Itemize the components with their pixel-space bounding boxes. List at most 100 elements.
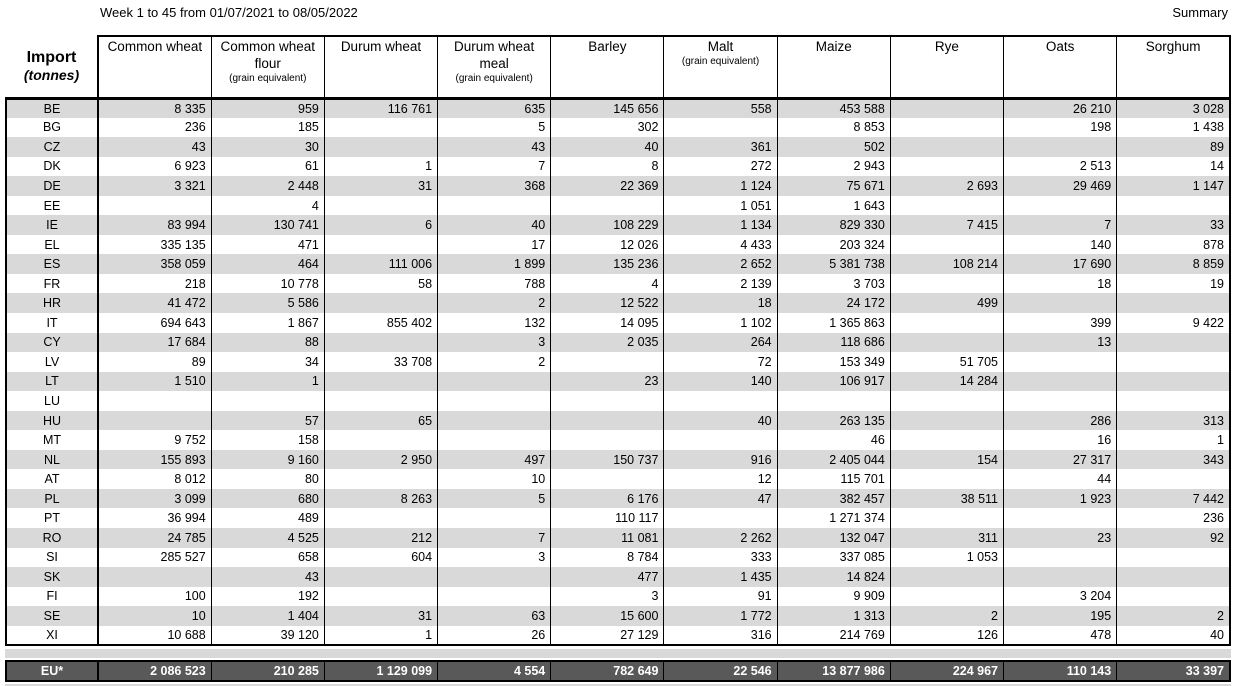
value-cell: 43 [97, 137, 212, 157]
table-row: DK 6 923 61 1 7 8 272 2 943 2 513 14 [5, 156, 1232, 177]
value-cell: 4 [550, 273, 665, 294]
value-cell: 92 [1116, 528, 1232, 548]
value-cell: 3 321 [97, 176, 212, 196]
value-cell: 31 [323, 606, 439, 626]
value-cell [1002, 567, 1118, 587]
value-cell: 80 [210, 469, 325, 489]
value-cell [323, 195, 439, 216]
value-cell [550, 352, 665, 372]
value-cell: 333 [663, 547, 778, 568]
value-cell [1002, 293, 1118, 314]
total-row-label: EU* [5, 660, 99, 683]
value-cell: 185 [210, 117, 325, 138]
value-cell [663, 391, 778, 411]
value-cell: 343 [1116, 449, 1232, 470]
value-cell: 83 994 [97, 215, 212, 235]
value-cell: 3 [550, 586, 665, 607]
value-cell: 8 [550, 156, 665, 177]
value-cell [889, 137, 1005, 157]
value-cell: 1 102 [663, 313, 778, 333]
table-row: XI 10 688 39 120 1 26 27 129 316 214 769 126 478 4… [5, 625, 1232, 647]
value-cell [663, 430, 778, 450]
value-cell [889, 430, 1005, 450]
value-cell: 118 686 [776, 332, 891, 353]
value-cell: 10 [437, 469, 552, 489]
value-cell: 4 [210, 195, 325, 216]
value-cell: 65 [323, 410, 439, 431]
value-cell [323, 293, 439, 314]
value-cell: 31 [323, 176, 439, 196]
value-cell: 1 899 [437, 254, 552, 274]
value-cell [1116, 391, 1232, 411]
value-cell [889, 332, 1005, 353]
value-cell [437, 567, 552, 587]
column-header: Oats [1002, 35, 1118, 100]
value-cell: 23 [550, 371, 665, 392]
table-row: NL 155 893 9 160 2 950 497 150 737 916 2 405 04… [5, 449, 1232, 470]
table-row: ES 358 059 464 111 006 1 899 135 236 2 652 5 38… [5, 254, 1232, 274]
value-cell: 9 752 [97, 430, 212, 450]
value-cell: 453 588 [776, 98, 891, 118]
corner-title: Import [26, 49, 77, 67]
value-cell: 878 [1116, 234, 1232, 255]
table-row: SE 10 1 404 31 63 15 600 1 772 1 313 2 195 2 [5, 606, 1232, 626]
column-header: Maize [776, 35, 891, 100]
value-cell: 11 081 [550, 528, 665, 548]
value-cell: 10 778 [210, 273, 325, 294]
value-cell: 47 [663, 488, 778, 509]
value-cell: 263 135 [776, 410, 891, 431]
value-cell: 2 950 [323, 449, 439, 470]
value-cell: 1 923 [1002, 488, 1118, 509]
column-header: Malt (grain equivalent) [663, 35, 778, 100]
row-label: LU [5, 391, 99, 411]
bottom-strip [5, 684, 1231, 686]
value-cell: 604 [323, 547, 439, 568]
value-cell: 36 994 [97, 508, 212, 529]
value-cell: 91 [663, 586, 778, 607]
row-label: CY [5, 332, 99, 353]
value-cell: 9 422 [1116, 313, 1232, 333]
value-cell: 2 513 [1002, 156, 1118, 177]
total-value-cell: 22 546 [663, 660, 778, 683]
value-cell [889, 391, 1005, 411]
value-cell [889, 508, 1005, 529]
column-header: Durum wheat [323, 35, 439, 100]
total-value-cell: 4 554 [437, 660, 552, 683]
table-row: CZ 43 30 43 40 361 502 89 [5, 137, 1232, 157]
value-cell: 6 [323, 215, 439, 235]
value-cell: 1 147 [1116, 176, 1232, 196]
value-cell: 1 404 [210, 606, 325, 626]
value-cell: 680 [210, 488, 325, 509]
value-cell: 272 [663, 156, 778, 177]
value-cell: 2 035 [550, 332, 665, 353]
value-cell: 140 [1002, 234, 1118, 255]
value-cell: 1 435 [663, 567, 778, 587]
value-cell: 7 415 [889, 215, 1005, 235]
row-label: IT [5, 313, 99, 333]
value-cell: 16 [1002, 430, 1118, 450]
value-cell: 285 527 [97, 547, 212, 568]
value-cell: 337 085 [776, 547, 891, 568]
value-cell: 2 [437, 293, 552, 314]
value-cell: 26 210 [1002, 98, 1118, 118]
value-cell: 313 [1116, 410, 1232, 431]
value-cell: 916 [663, 449, 778, 470]
value-cell: 7 [437, 528, 552, 548]
value-cell [97, 391, 212, 411]
table-row: FI 100 192 3 91 9 909 3 204 [5, 586, 1232, 607]
value-cell: 302 [550, 117, 665, 138]
value-cell [889, 156, 1005, 177]
column-header-subtitle: (grain equivalent) [455, 72, 533, 84]
value-cell: 1 [323, 156, 439, 177]
table-row: SK 43 477 1 435 14 824 [5, 567, 1232, 587]
value-cell: 1 134 [663, 215, 778, 235]
total-value-cell: 110 143 [1002, 660, 1118, 683]
import-table-zone: Import (tonnes) Common wheat Common wheat… [5, 35, 1232, 686]
value-cell: 5 586 [210, 293, 325, 314]
value-cell: 17 [437, 234, 552, 255]
value-cell: 29 469 [1002, 176, 1118, 196]
row-label: LT [5, 371, 99, 392]
value-cell [1116, 293, 1232, 314]
value-cell: 358 059 [97, 254, 212, 274]
